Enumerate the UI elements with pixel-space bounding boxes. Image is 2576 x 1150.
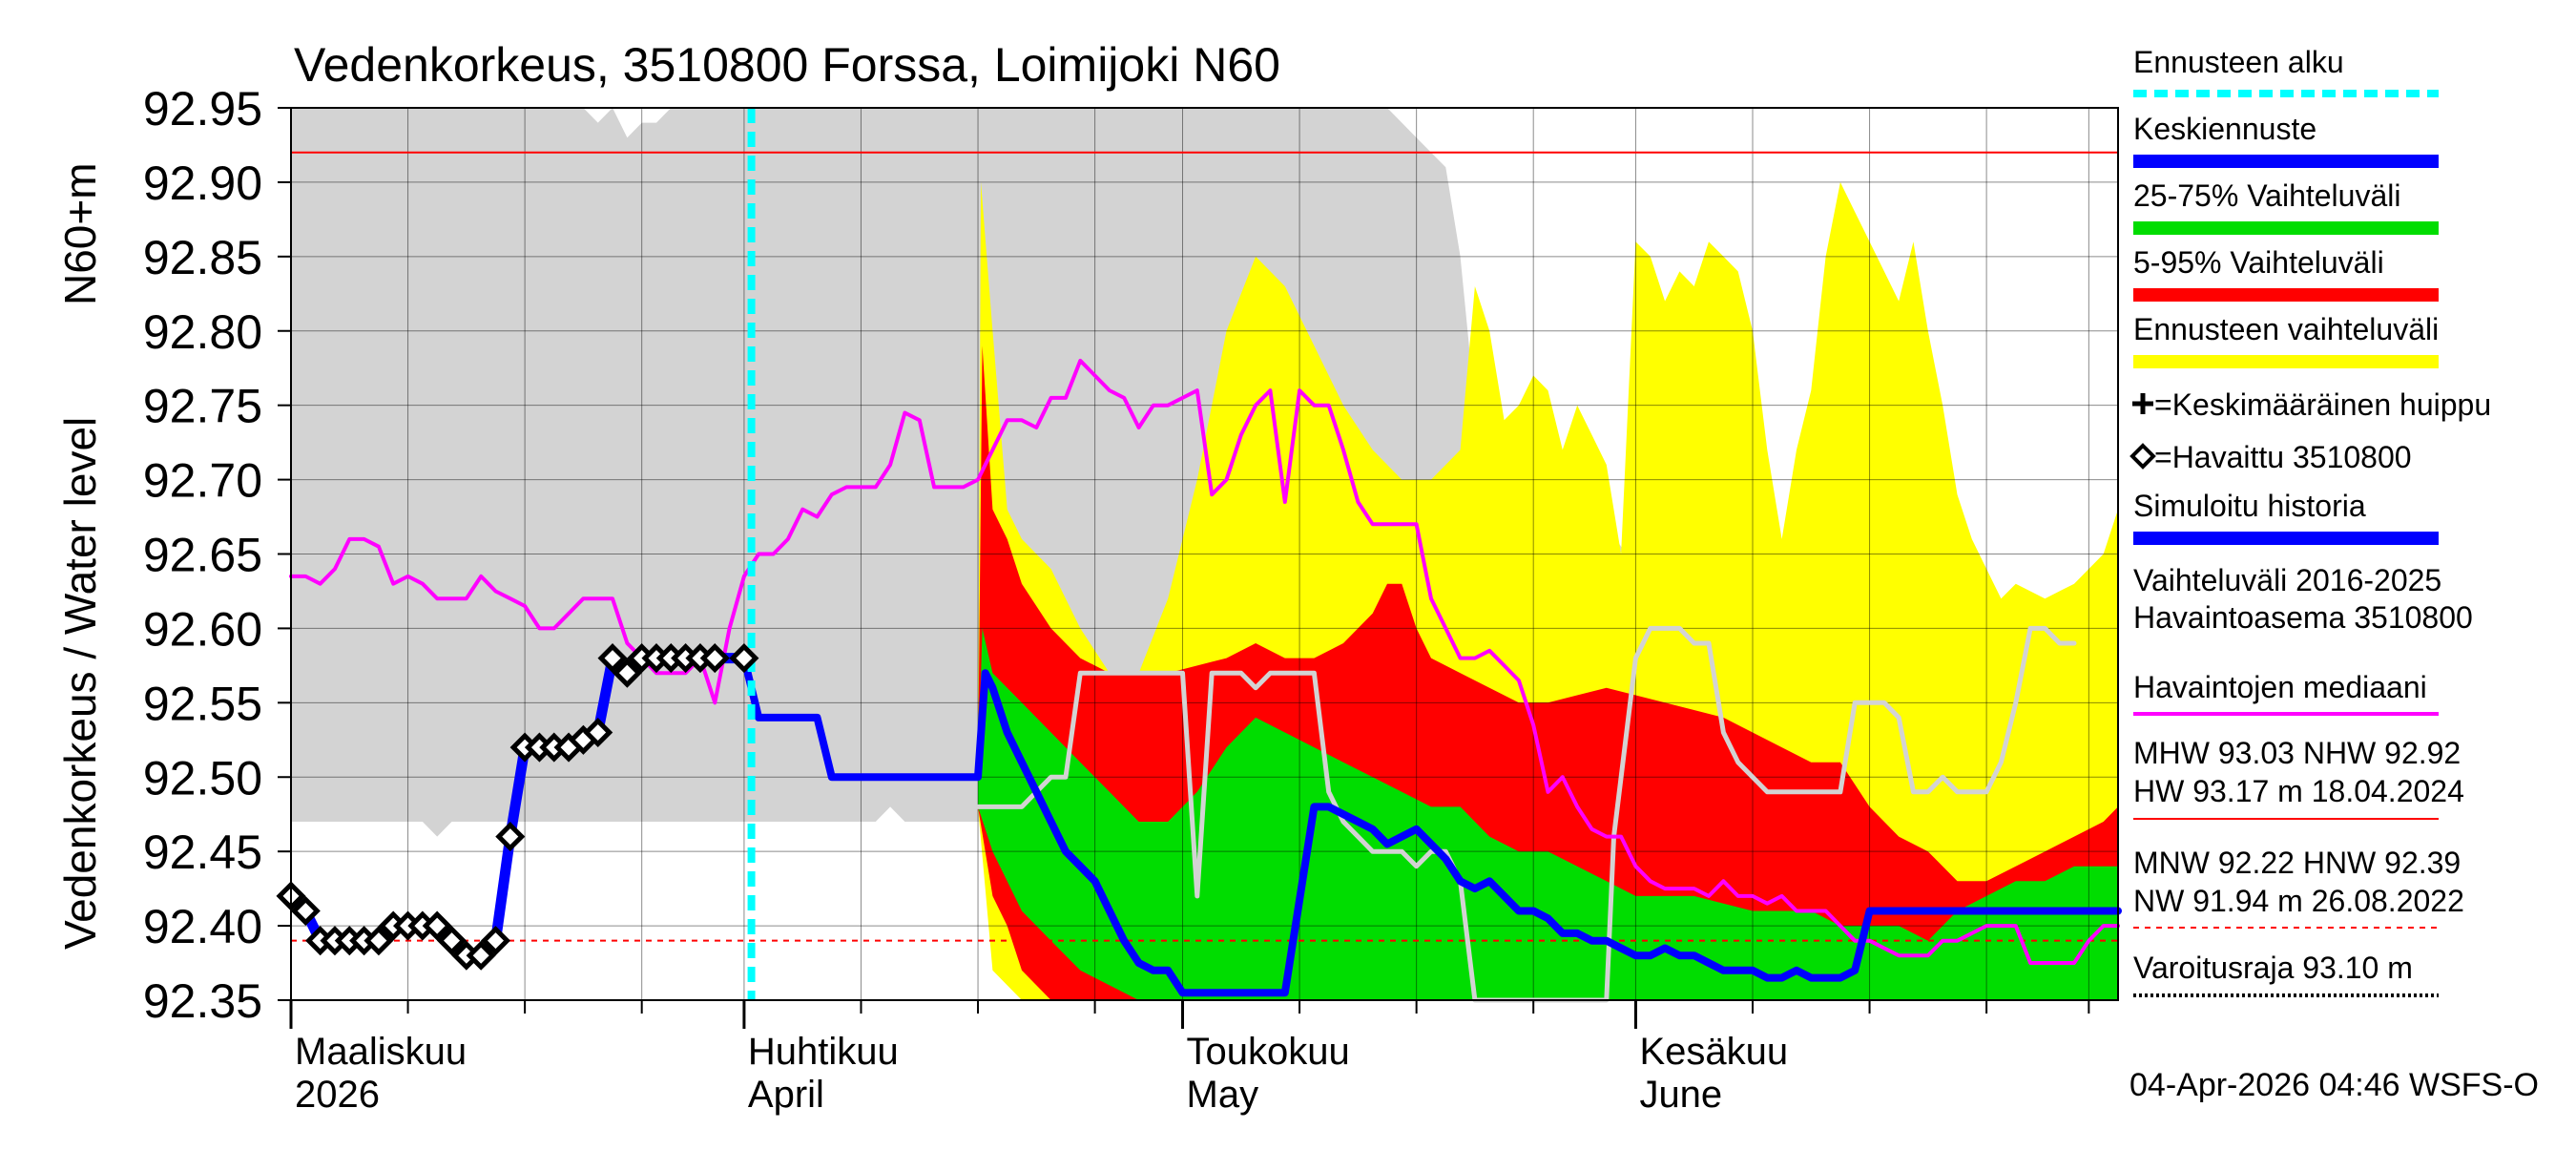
legend-label-6: =Havaittu 3510800 — [2154, 440, 2412, 474]
legend-label-4: Ennusteen vaihteluväli — [2133, 312, 2439, 346]
y-tick-label-10: 92.85 — [143, 231, 262, 284]
legend-warning-label: Varoitusraja 93.10 m — [2133, 951, 2413, 985]
y-tick-label-11: 92.90 — [143, 157, 262, 210]
month-label-en-3: June — [1639, 1074, 1722, 1116]
observation-point-10 — [422, 910, 452, 941]
legend-median-label: Havaintojen mediaani — [2133, 670, 2427, 704]
y-axis-label: Vedenkorkeus / Water level — [55, 417, 105, 950]
legend-diamond-icon — [2129, 443, 2156, 470]
y-tick-label-4: 92.55 — [143, 677, 262, 730]
legend-label-2: 25-75% Vaihteluväli — [2133, 178, 2400, 213]
legend-swatch-3 — [2133, 288, 2439, 302]
legend-swatch-2 — [2133, 221, 2439, 235]
month-label-fi-1: Huhtikuu — [748, 1031, 899, 1073]
legend-range-line1: Vaihteluväli 2016-2025 — [2133, 563, 2441, 597]
month-label-fi-3: Kesäkuu — [1639, 1031, 1788, 1073]
legend-label-5: =Keskimääräinen huippu — [2154, 387, 2491, 422]
legend-label-0: Ennusteen alku — [2133, 45, 2344, 79]
y-tick-label-7: 92.70 — [143, 454, 262, 508]
legend-swatch-7 — [2133, 532, 2439, 545]
legend-mnw-line1: MNW 92.22 HNW 92.39 — [2133, 846, 2461, 880]
observation-point-29 — [699, 643, 730, 674]
y-tick-label-2: 92.45 — [143, 826, 262, 879]
month-label-en-1: April — [748, 1074, 824, 1116]
observation-point-1 — [290, 895, 321, 927]
legend-label-1: Keskiennuste — [2133, 112, 2316, 146]
legend-range-line2: Havaintoasema 3510800 — [2133, 600, 2473, 635]
legend-swatch-4 — [2133, 355, 2439, 368]
legend-swatch-1 — [2133, 155, 2439, 168]
observation-point-21 — [583, 717, 613, 748]
mean-forecast-line — [739, 654, 2122, 997]
legend-mhw-line1: MHW 93.03 NHW 92.92 — [2133, 736, 2461, 770]
month-label-en-2: May — [1187, 1074, 1259, 1116]
legend-mhw-line2: HW 93.17 m 18.04.2024 — [2133, 774, 2464, 808]
y-tick-label-0: 92.35 — [143, 974, 262, 1028]
observation-point-14 — [480, 926, 511, 956]
observation-point-6 — [364, 926, 394, 956]
month-label-fi-0: Maaliskuu — [295, 1031, 467, 1073]
legend-label-3: 5-95% Vaihteluväli — [2133, 245, 2384, 280]
chart-title: Vedenkorkeus, 3510800 Forssa, Loimijoki … — [294, 38, 1280, 92]
y-axis-unit: N60+m — [55, 162, 105, 305]
y-tick-label-3: 92.50 — [143, 751, 262, 805]
observation-point-22 — [597, 643, 628, 674]
month-label-en-0: 2026 — [295, 1074, 380, 1116]
legend: Ennusteen alku Keskiennuste 25-75% Vaihtel… — [2129, 45, 2491, 997]
y-tick-label-9: 92.80 — [143, 305, 262, 359]
median-line — [289, 358, 2120, 965]
footer-timestamp: 04-Apr-2026 04:46 WSFS-O — [2129, 1067, 2539, 1103]
legend-median-swatch — [2133, 712, 2439, 716]
observation-markers — [276, 643, 759, 971]
y-tick-label-1: 92.40 — [143, 900, 262, 953]
y-tick-label-8: 92.75 — [143, 380, 262, 433]
y-tick-label-12: 92.95 — [143, 82, 262, 136]
y-tick-label-5: 92.60 — [143, 602, 262, 656]
grid-lines — [290, 107, 2118, 1001]
observation-point-30 — [729, 643, 759, 674]
observation-point-13 — [466, 940, 496, 971]
reference-lines — [291, 151, 2118, 942]
legend-mnw-line2: NW 91.94 m 26.08.2022 — [2133, 884, 2464, 918]
axes: 92.35 92.40 92.45 92.50 92.55 92.60 92.65 92.70… — [143, 82, 2090, 1116]
y-tick-label-6: 92.65 — [143, 529, 262, 582]
observation-point-15 — [495, 822, 526, 852]
observation-point-11 — [436, 926, 467, 956]
legend-label-7: Simuloitu historia — [2133, 489, 2366, 523]
observation-point-23 — [612, 658, 642, 688]
month-label-fi-2: Toukokuu — [1187, 1031, 1350, 1073]
band-25-75 — [978, 628, 2118, 1000]
